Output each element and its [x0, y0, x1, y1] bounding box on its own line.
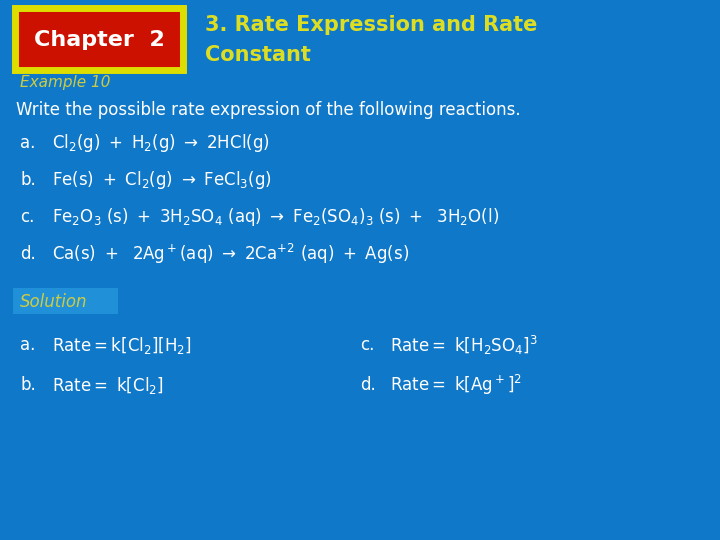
Text: 3. Rate Expression and Rate: 3. Rate Expression and Rate	[205, 15, 537, 35]
FancyBboxPatch shape	[13, 288, 118, 314]
Text: $\mathsf{Ca(s)\ +\ \ 2Ag^+(aq)\ \rightarrow\ 2Ca^{+2}\ (aq)\ +\ Ag(s)}$: $\mathsf{Ca(s)\ +\ \ 2Ag^+(aq)\ \rightar…	[52, 242, 409, 266]
Text: Example 10: Example 10	[20, 76, 110, 91]
Text: Solution: Solution	[20, 293, 88, 311]
Text: $\mathsf{Rate =\ k[Ag^+]^2}$: $\mathsf{Rate =\ k[Ag^+]^2}$	[390, 373, 522, 397]
Text: c.: c.	[20, 208, 35, 226]
Text: b.: b.	[20, 171, 36, 189]
Text: $\mathsf{Rate =\ k[Cl_2]}$: $\mathsf{Rate =\ k[Cl_2]}$	[52, 375, 163, 395]
Text: c.: c.	[360, 336, 374, 354]
Text: a.: a.	[20, 134, 35, 152]
Text: $\mathsf{Fe_2O_3\ (s)\ +\ 3H_2SO_4\ (aq)\ \rightarrow\ Fe_2(SO_4)_3\ (s)\ +\ \ 3: $\mathsf{Fe_2O_3\ (s)\ +\ 3H_2SO_4\ (aq)…	[52, 206, 499, 228]
Text: $\mathsf{Rate = k[Cl_2][H_2]}$: $\mathsf{Rate = k[Cl_2][H_2]}$	[52, 334, 192, 355]
Text: Write the possible rate expression of the following reactions.: Write the possible rate expression of th…	[16, 101, 521, 119]
Text: Constant: Constant	[205, 45, 311, 65]
Text: d.: d.	[20, 245, 36, 263]
Text: b.: b.	[20, 376, 36, 394]
Text: Chapter  2: Chapter 2	[34, 30, 164, 50]
Text: $\mathsf{Cl_2(g)\ +\ H_2(g)\ \rightarrow\ 2HCl(g)}$: $\mathsf{Cl_2(g)\ +\ H_2(g)\ \rightarrow…	[52, 132, 270, 154]
Text: d.: d.	[360, 376, 376, 394]
Text: $\mathsf{Rate =\ k[H_2SO_4]^3}$: $\mathsf{Rate =\ k[H_2SO_4]^3}$	[390, 333, 538, 356]
Text: $\mathsf{Fe(s)\ +\ Cl_2(g)\ \rightarrow\ FeCl_3(g)}$: $\mathsf{Fe(s)\ +\ Cl_2(g)\ \rightarrow\…	[52, 169, 272, 191]
FancyBboxPatch shape	[15, 8, 183, 70]
Text: a.: a.	[20, 336, 35, 354]
